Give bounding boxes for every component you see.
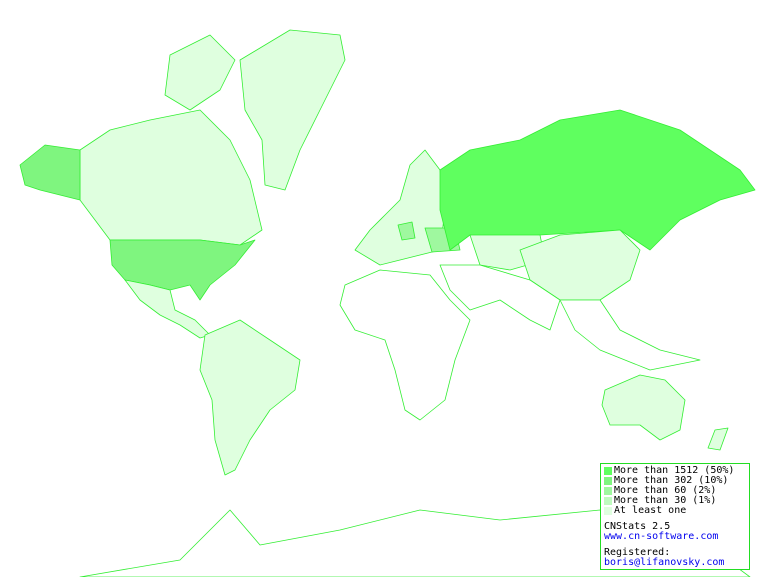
region-arctic-islands[interactable] [164,34,236,111]
legend-swatch [604,467,612,475]
region-greenland[interactable] [239,29,346,191]
region-usa[interactable] [109,239,256,301]
legend-label: More than 302 (10%) [614,475,729,486]
region-germany[interactable] [397,221,416,241]
legend-label: More than 1512 (50%) [614,465,735,476]
registered-email-link[interactable]: boris@lifanovsky.com [604,557,725,568]
legend-label: More than 60 (2%) [614,485,717,496]
legend-swatch [604,487,612,495]
legend-item: More than 60 (2%) [604,486,746,496]
legend-item: More than 1512 (50%) [604,466,746,476]
legend-item: More than 302 (10%) [604,476,746,486]
legend-label: At least one [614,505,687,516]
registered-label: Registered: [604,547,671,558]
legend-swatch [604,497,612,505]
legend-label: More than 30 (1%) [614,495,717,506]
region-alaska[interactable] [19,144,81,201]
region-southeast-asia[interactable] [559,299,701,371]
legend-swatch [604,507,612,515]
legend: More than 1512 (50%) More than 302 (10%)… [600,463,750,570]
region-australia[interactable] [601,374,686,441]
region-new-zealand[interactable] [707,427,729,451]
region-south-america[interactable] [199,319,301,476]
legend-swatch [604,477,612,485]
product-link[interactable]: www.cn-software.com [604,531,719,542]
legend-item: At least one [604,506,746,516]
region-russia[interactable] [439,109,756,251]
product-name: CNStats 2.5 [604,521,671,532]
region-canada[interactable] [79,109,263,246]
legend-item: More than 30 (1%) [604,496,746,506]
region-south-asia[interactable] [439,264,561,331]
region-africa[interactable] [339,269,471,421]
